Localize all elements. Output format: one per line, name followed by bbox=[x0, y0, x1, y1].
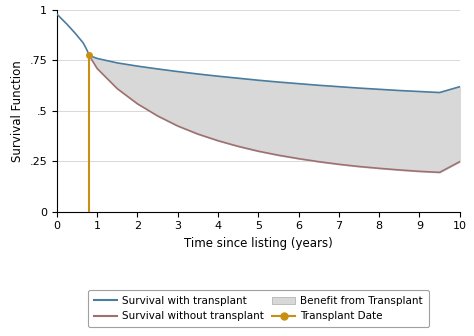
X-axis label: Time since listing (years): Time since listing (years) bbox=[184, 237, 333, 250]
Y-axis label: Survival Function: Survival Function bbox=[11, 60, 24, 162]
Legend: Survival with transplant, Survival without transplant, Benefit from Transplant, : Survival with transplant, Survival witho… bbox=[88, 290, 429, 327]
